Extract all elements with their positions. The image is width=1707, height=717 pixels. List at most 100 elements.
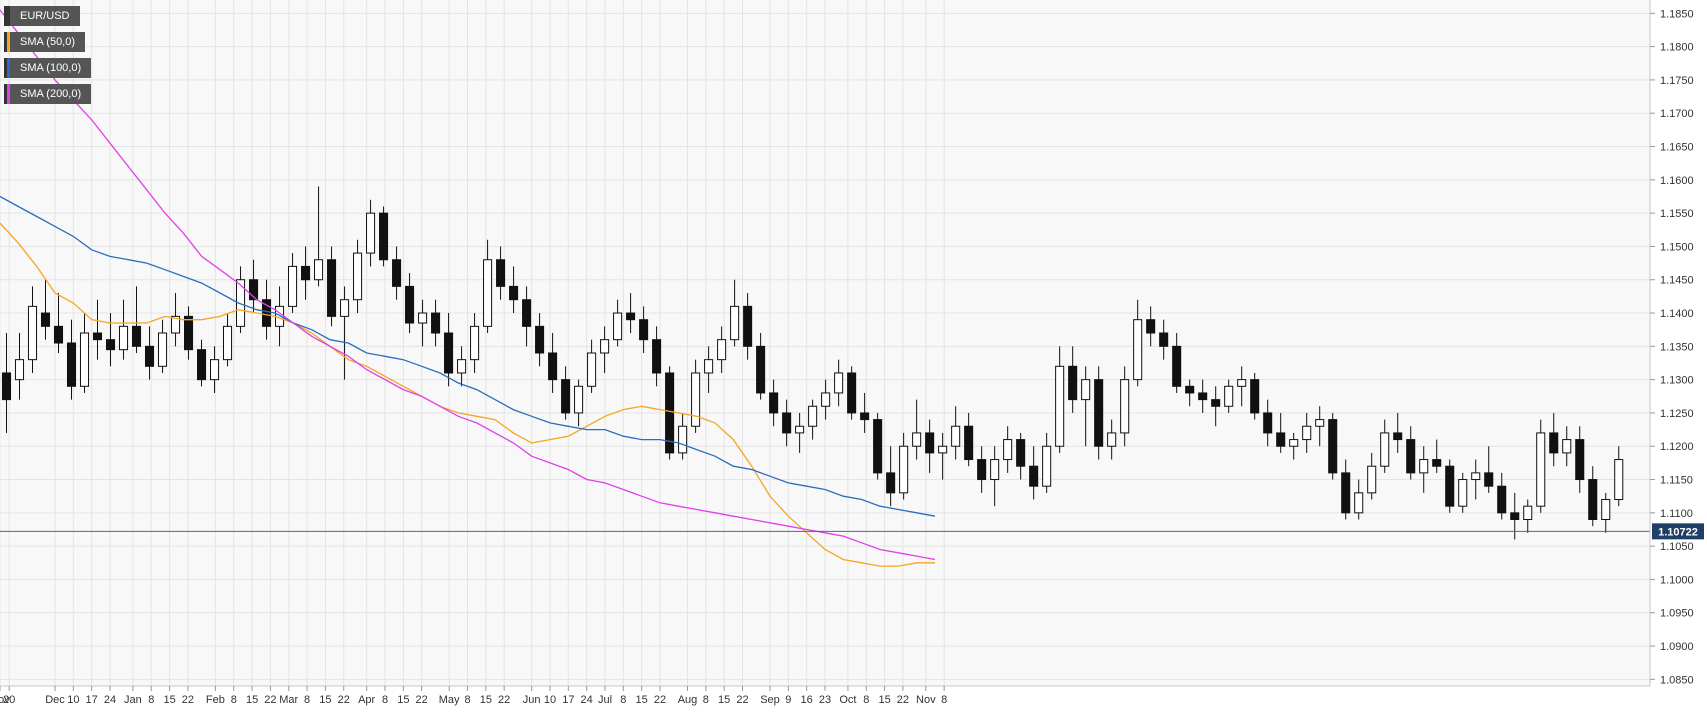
- candle-body-down: [626, 312, 636, 321]
- candle-body-down: [1393, 432, 1403, 441]
- x-tick-label: Oct: [839, 694, 856, 706]
- legend-swatch: [7, 84, 10, 104]
- candle-body-down: [1588, 479, 1598, 520]
- candle-body-up: [600, 339, 610, 354]
- x-tick-label: May: [439, 694, 460, 706]
- candle-body-down: [652, 339, 662, 374]
- x-tick-label: 15: [718, 694, 730, 706]
- candle-body-up: [1471, 472, 1481, 481]
- candle-body-up: [990, 459, 1000, 481]
- candle-body-down: [847, 372, 857, 414]
- last-price-label: 1.10722: [1658, 526, 1698, 538]
- candle-body-up: [418, 312, 428, 324]
- candle-body-down: [405, 285, 415, 324]
- y-tick-label: 1.1200: [1660, 441, 1694, 453]
- x-tick-label: 15: [480, 694, 492, 706]
- x-tick-label: 8: [148, 694, 154, 706]
- candle-body-up: [691, 372, 701, 427]
- y-tick-label: 1.1850: [1660, 8, 1694, 20]
- candle-body-down: [964, 425, 974, 461]
- candle-body-down: [769, 392, 779, 414]
- candle-body-up: [79, 332, 90, 387]
- x-tick-label: 16: [801, 694, 813, 706]
- legend-swatch: [7, 6, 10, 26]
- x-tick-label: 8: [703, 694, 709, 706]
- candle-body-up: [1367, 465, 1377, 494]
- candle-body-down: [327, 259, 337, 317]
- x-tick-label: Jul: [598, 694, 612, 706]
- x-tick-label: 8: [231, 694, 237, 706]
- x-tick-label: 10: [67, 694, 79, 706]
- candle-body-up: [1042, 445, 1052, 487]
- candle-body-up: [236, 279, 246, 327]
- candle-body-down: [977, 459, 987, 481]
- candle-body-down: [1185, 385, 1195, 394]
- x-tick-label: 22: [498, 694, 510, 706]
- candle-body-down: [262, 299, 272, 327]
- candle-body-down: [40, 312, 51, 327]
- sma-line-1000: [0, 195, 936, 517]
- candle-body-down: [1094, 379, 1104, 447]
- candle-body-up: [587, 352, 597, 387]
- candle-body-up: [470, 325, 480, 361]
- last-price-badge: 1.10722: [1652, 523, 1704, 540]
- candle-body-up: [1354, 492, 1364, 514]
- candle-body-down: [1406, 439, 1416, 474]
- x-tick-label: 17: [562, 694, 574, 706]
- candle-body-up: [27, 305, 38, 361]
- x-tick-label: 15: [163, 694, 175, 706]
- candle-body-down: [1, 372, 12, 401]
- x-tick-label: 17: [86, 694, 98, 706]
- x-tick-label: 24: [104, 694, 116, 706]
- x-tick-label: 8: [863, 694, 869, 706]
- candle-body-up: [1055, 365, 1065, 447]
- x-tick-label: Nov: [0, 694, 10, 706]
- y-tick-label: 1.0850: [1660, 674, 1694, 686]
- candle-body-up: [353, 252, 363, 301]
- candle-body-up: [704, 359, 714, 374]
- candle-body-up: [118, 325, 129, 351]
- candle-body-up: [1536, 432, 1546, 507]
- sma-line-2000: [0, 9, 936, 561]
- candle-body-down: [1484, 472, 1494, 487]
- sma-line-500: [0, 222, 935, 567]
- candle-body-up: [834, 372, 844, 394]
- legend-item-sma100[interactable]: SMA (100,0): [4, 58, 92, 78]
- x-tick-label: 22: [736, 694, 748, 706]
- x-tick-label: Feb: [206, 694, 225, 706]
- x-tick-label: 23: [819, 694, 831, 706]
- candle-body-down: [1146, 319, 1156, 334]
- x-tick-label: Sep: [760, 694, 780, 706]
- candle-body-up: [678, 425, 688, 454]
- legend-item-eurusd[interactable]: EUR/USD: [4, 6, 80, 26]
- x-tick-label: 8: [304, 694, 310, 706]
- y-tick-label: 1.0900: [1660, 641, 1694, 653]
- candle-body-down: [431, 312, 441, 334]
- candle-body-up: [170, 315, 181, 334]
- candle-body-up: [912, 432, 922, 447]
- legend-item-sma200[interactable]: SMA (200,0): [4, 84, 92, 104]
- candle-body-down: [756, 345, 766, 394]
- x-tick-label: Jun: [523, 694, 541, 706]
- x-tick-label: 15: [636, 694, 648, 706]
- candle-body-up: [14, 359, 25, 381]
- candle-body-up: [1601, 499, 1611, 520]
- legend-label: SMA (100,0): [20, 62, 82, 74]
- candle-body-down: [444, 332, 454, 374]
- candle-body-up: [613, 312, 623, 341]
- x-tick-label: 22: [182, 694, 194, 706]
- candle-body-down: [249, 279, 259, 301]
- x-tick-label: 9: [785, 694, 791, 706]
- candle-body-down: [509, 285, 519, 301]
- y-tick-label: 1.0950: [1660, 608, 1694, 620]
- candle-body-down: [1432, 459, 1442, 467]
- candle-body-down: [301, 265, 311, 281]
- candle-body-down: [873, 419, 883, 474]
- candle-body-down: [925, 432, 935, 454]
- candle-body-up: [938, 445, 948, 454]
- candle-body-down: [1341, 472, 1351, 514]
- candle-body-down: [743, 305, 753, 347]
- candle-body-up: [210, 359, 220, 381]
- legend-item-sma50[interactable]: SMA (50,0): [4, 32, 86, 52]
